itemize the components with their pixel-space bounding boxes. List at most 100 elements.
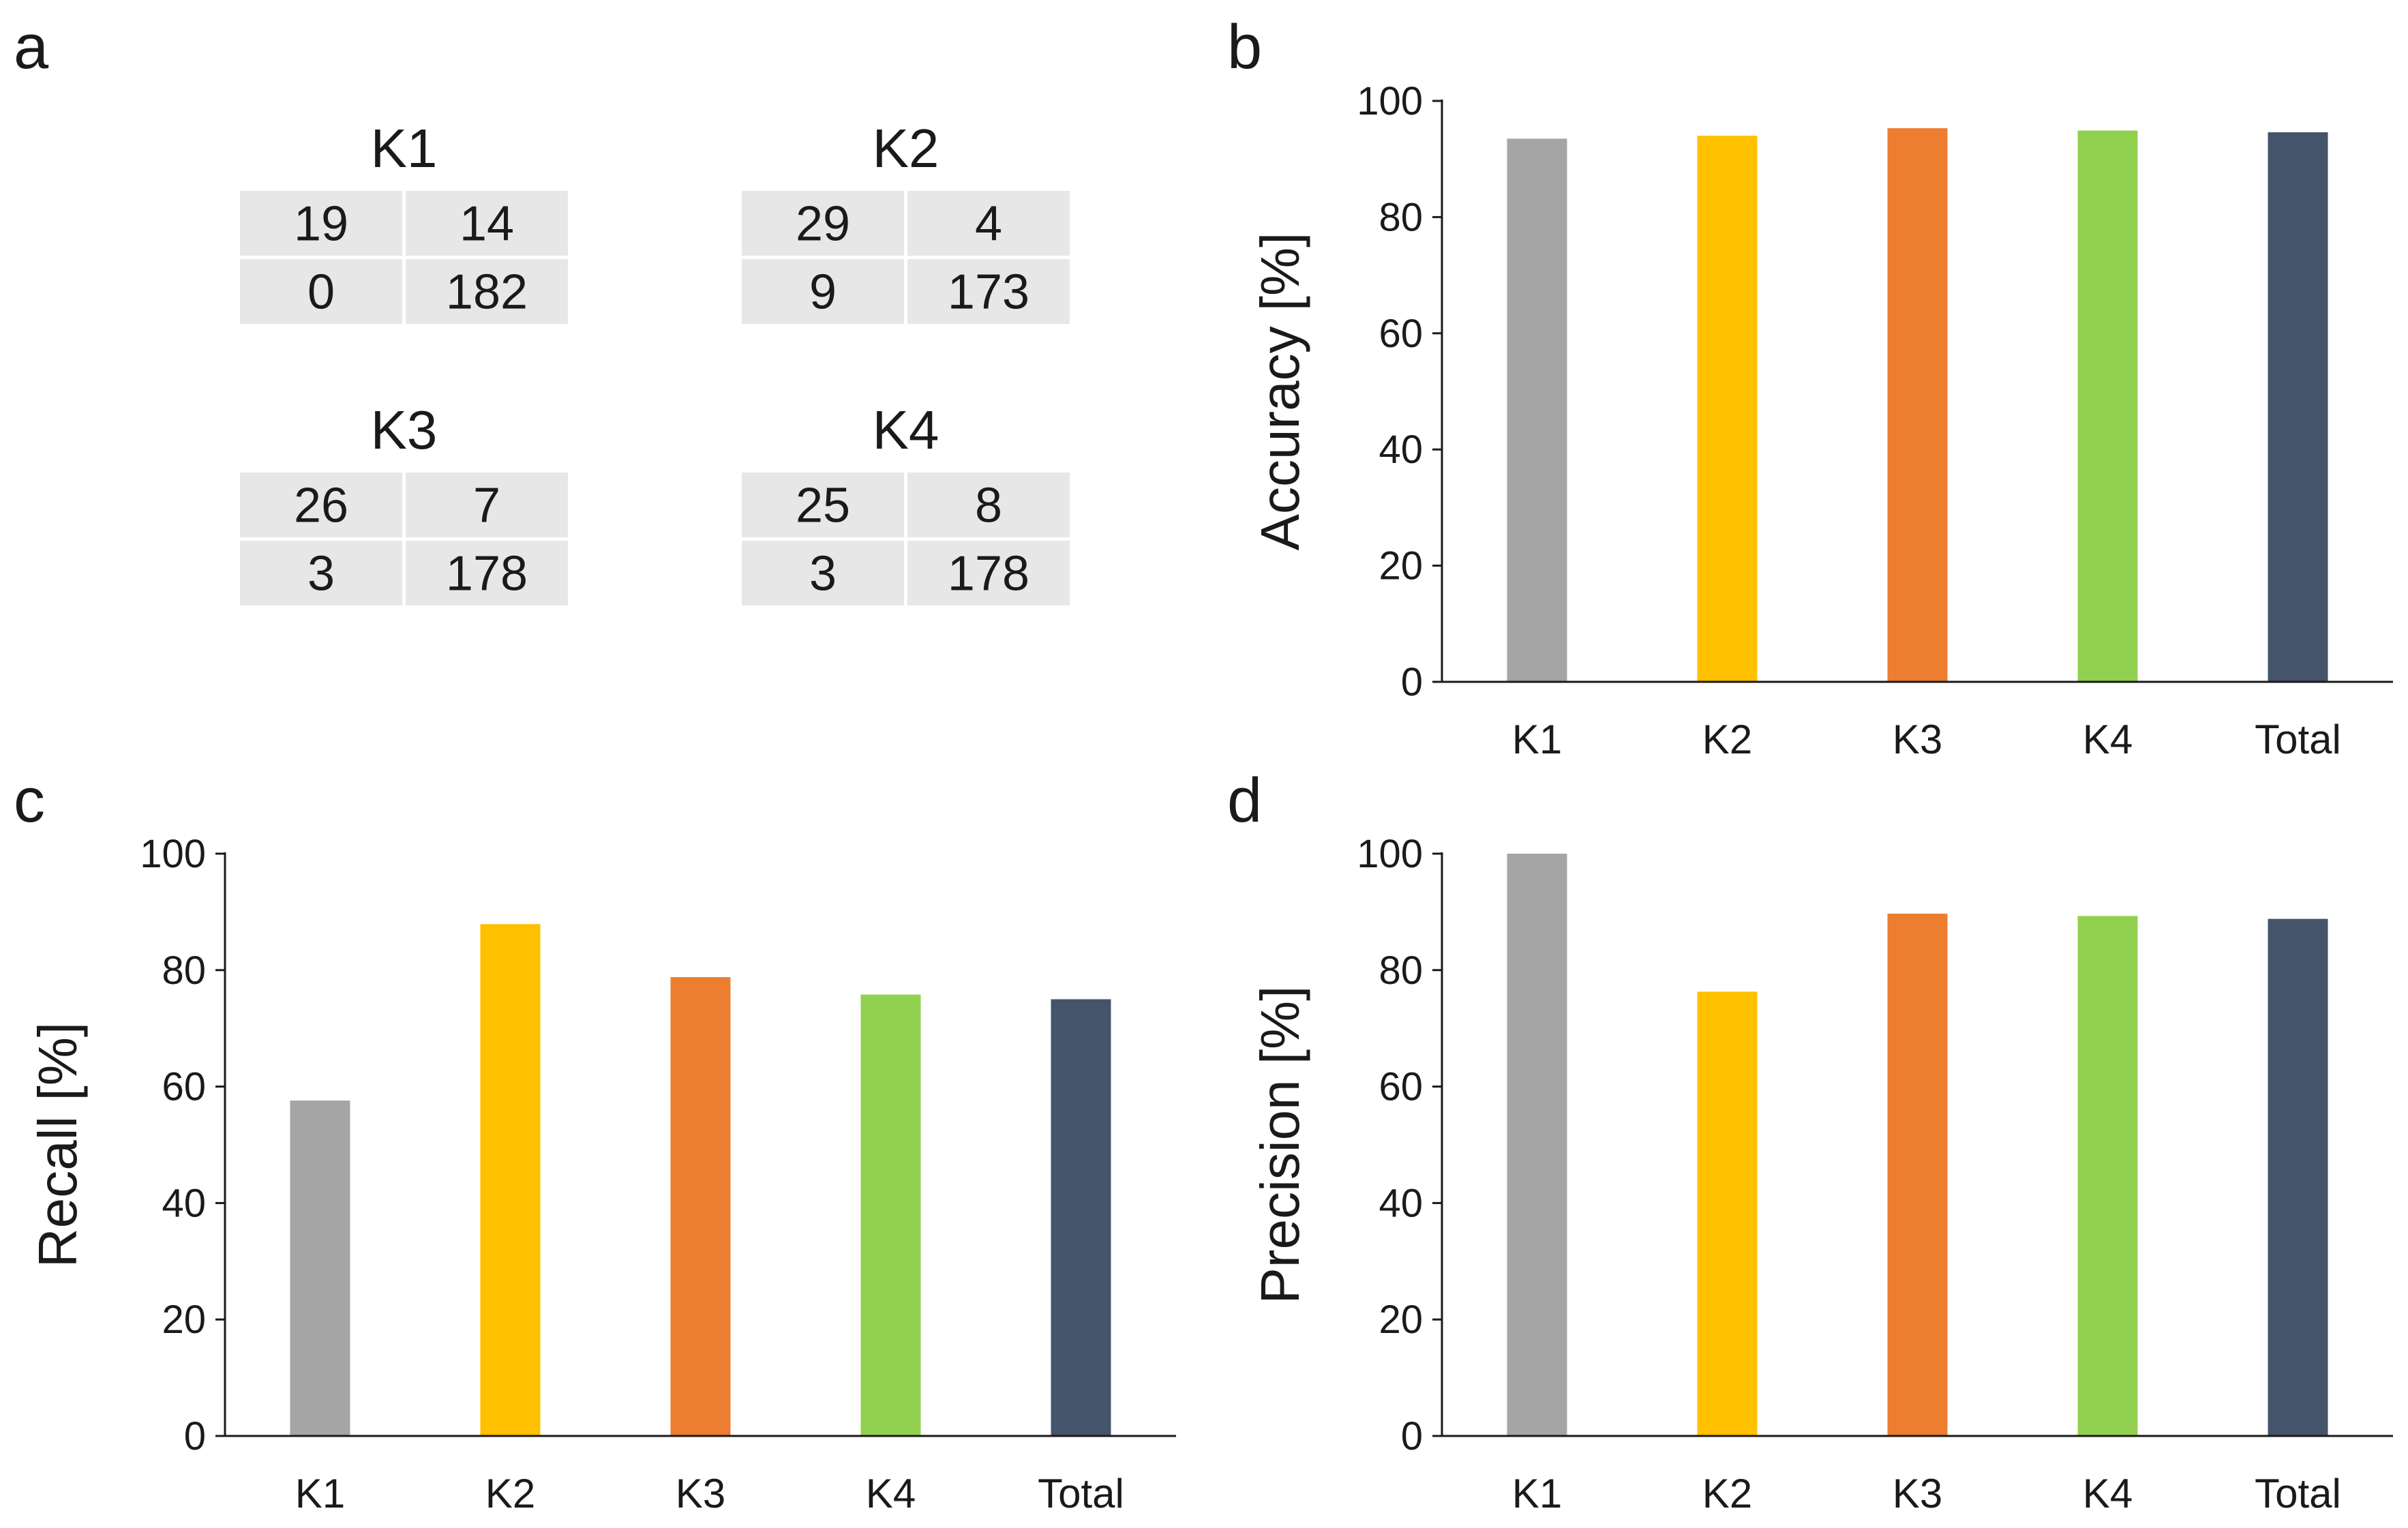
matrix-cell — [907, 541, 1070, 605]
matrix-cell-value: 178 — [948, 547, 1029, 601]
x-category-label: K2 — [1702, 717, 1752, 762]
accuracy-bar-k4 — [2077, 130, 2138, 682]
precision-bar-k2 — [1697, 991, 1758, 1436]
x-category-label: K3 — [1893, 1471, 1942, 1516]
precision-bar-k1 — [1507, 854, 1567, 1436]
matrix-cell — [240, 473, 402, 537]
matrix-cell — [742, 541, 904, 605]
matrix-cell — [742, 259, 904, 324]
matrix-cell-value: 8 — [975, 479, 1002, 533]
matrix-cell — [406, 541, 568, 605]
x-category-label: K2 — [1702, 1471, 1752, 1516]
matrix-cell — [240, 191, 402, 256]
y-tick-label: 20 — [1379, 544, 1423, 588]
y-tick-label: 40 — [1379, 1181, 1423, 1225]
confusion-matrix-k2: K2 29 4 9 173 — [742, 118, 1070, 324]
recall-bar-total — [1051, 999, 1111, 1436]
confusion-matrices: K1 19 14 0 182 K2 29 4 9 173 K3 26 7 3 178 K4 25 8 3 178 — [240, 118, 1070, 605]
x-category-label: K1 — [295, 1471, 345, 1516]
recall-bar-k3 — [670, 977, 731, 1436]
y-tick-label: 0 — [184, 1414, 206, 1458]
precision-bar-total — [2268, 918, 2328, 1436]
x-category-label: K1 — [1512, 1471, 1562, 1516]
matrix-cell-value: 3 — [809, 547, 837, 601]
y-tick-label: 100 — [1357, 79, 1423, 123]
confusion-matrix-k3: K3 26 7 3 178 — [240, 400, 568, 605]
matrix-cell-value: 19 — [294, 197, 348, 252]
matrix-title: K1 — [371, 118, 438, 179]
matrix-cell-value: 4 — [975, 197, 1002, 252]
confusion-matrix-k1: K1 19 14 0 182 — [240, 118, 568, 324]
x-category-label: Total — [1038, 1471, 1124, 1516]
matrix-cell — [240, 259, 402, 324]
y-tick-label: 60 — [1379, 312, 1423, 356]
y-tick-label: 80 — [162, 948, 206, 993]
recall-chart: Recall [%] 0 20 40 60 80 100 K1 K2 K3 K4 Total — [27, 832, 1176, 1516]
precision-bar-k4 — [2077, 916, 2138, 1436]
accuracy-chart: Accuracy [%] 0 20 40 60 80 100 K1 K2 K3 K4 Total — [1250, 79, 2393, 762]
x-category-label: K3 — [1893, 717, 1942, 762]
y-tick-label: 100 — [1357, 832, 1423, 876]
matrix-cell-value: 7 — [473, 479, 500, 533]
recall-bar-k1 — [290, 1100, 350, 1436]
matrix-cell — [742, 191, 904, 256]
y-tick-label: 100 — [140, 832, 206, 876]
y-tick-label: 60 — [1379, 1065, 1423, 1109]
matrix-cell-value: 26 — [294, 479, 348, 533]
precision-chart: Precision [%] 0 20 40 60 80 100 K1 K2 K3 K4 Total — [1250, 832, 2393, 1516]
matrix-title: K2 — [873, 118, 939, 179]
x-category-label: Total — [2255, 1471, 2341, 1516]
matrix-cell-value: 9 — [809, 265, 837, 320]
y-tick-label: 40 — [1379, 428, 1423, 472]
y-tick-label: 80 — [1379, 948, 1423, 993]
matrix-cell-value: 3 — [307, 547, 335, 601]
matrix-title: K4 — [873, 400, 939, 460]
matrix-cell — [907, 259, 1070, 324]
recall-bar-k4 — [860, 994, 921, 1436]
accuracy-bar-total — [2268, 132, 2328, 682]
x-category-label: K4 — [2083, 717, 2133, 762]
x-category-label: K3 — [676, 1471, 725, 1516]
accuracy-bar-k3 — [1887, 128, 1948, 682]
y-tick-label: 20 — [162, 1298, 206, 1342]
confusion-matrix-k4: K4 25 8 3 178 — [742, 400, 1070, 605]
matrix-cell — [240, 541, 402, 605]
y-tick-label: 40 — [162, 1181, 206, 1225]
matrix-cell — [406, 473, 568, 537]
precision-y-axis-title: Precision [%] — [1250, 986, 1310, 1304]
panel-letter-b: b — [1227, 12, 1262, 82]
matrix-cell-value: 29 — [796, 197, 850, 252]
x-category-label: K4 — [2083, 1471, 2133, 1516]
matrix-cell — [406, 191, 568, 256]
y-tick-label: 80 — [1379, 195, 1423, 239]
accuracy-bar-k1 — [1507, 138, 1567, 682]
x-category-label: Total — [2255, 717, 2341, 762]
matrix-cell — [406, 259, 568, 324]
x-category-label: K4 — [866, 1471, 916, 1516]
matrix-cell-value: 14 — [460, 197, 514, 252]
panel-letter-a: a — [14, 12, 49, 82]
panel-letter-c: c — [14, 766, 45, 835]
recall-bar-k2 — [480, 924, 541, 1436]
x-category-label: K2 — [485, 1471, 535, 1516]
matrix-cell — [742, 473, 904, 537]
matrix-cell-value: 173 — [948, 265, 1029, 320]
y-tick-label: 60 — [162, 1065, 206, 1109]
matrix-cell — [907, 191, 1070, 256]
matrix-cell-value: 178 — [446, 547, 528, 601]
y-tick-label: 20 — [1379, 1298, 1423, 1342]
precision-bar-k3 — [1887, 913, 1948, 1436]
y-tick-label: 0 — [1401, 1414, 1423, 1458]
matrix-title: K3 — [371, 400, 438, 460]
accuracy-y-axis-title: Accuracy [%] — [1250, 233, 1310, 551]
accuracy-bar-k2 — [1697, 136, 1758, 682]
panel-letter-d: d — [1227, 766, 1262, 835]
recall-y-axis-title: Recall [%] — [27, 1022, 88, 1268]
matrix-cell-value: 0 — [307, 265, 335, 320]
matrix-cell-value: 182 — [446, 265, 528, 320]
y-tick-label: 0 — [1401, 660, 1423, 704]
matrix-cell-value: 25 — [796, 479, 850, 533]
matrix-cell — [907, 473, 1070, 537]
x-category-label: K1 — [1512, 717, 1562, 762]
